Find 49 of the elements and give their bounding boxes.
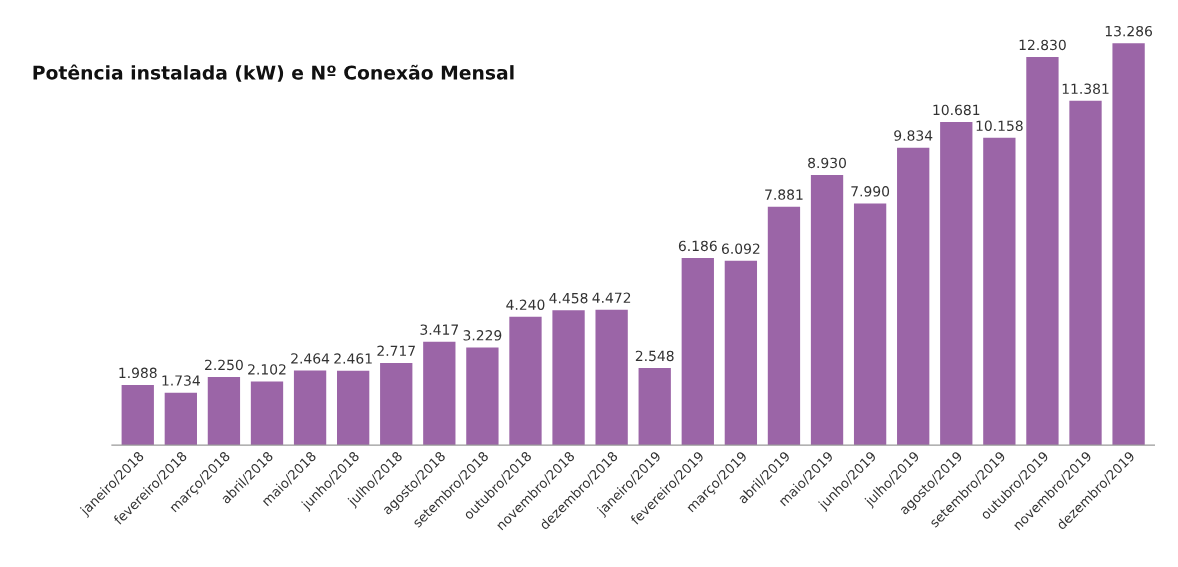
bar <box>250 381 284 446</box>
data-label: 2.250 <box>205 359 243 371</box>
bar <box>509 316 542 446</box>
bar <box>810 174 844 446</box>
data-label: 4.458 <box>549 292 588 304</box>
data-label: 7.881 <box>765 189 803 200</box>
bar <box>897 147 930 446</box>
bar <box>595 309 628 446</box>
data-label: 1.988 <box>119 367 157 379</box>
data-label: 3.417 <box>420 324 459 335</box>
bar <box>681 257 714 446</box>
bar <box>164 392 197 446</box>
data-label: 13.286 <box>1105 25 1153 37</box>
bar <box>293 370 327 446</box>
data-label: 7.990 <box>851 186 890 197</box>
data-label: 4.472 <box>592 292 631 303</box>
data-label: 6.092 <box>721 243 760 254</box>
data-label: 11.381 <box>1062 83 1109 94</box>
data-label: 8.930 <box>808 157 846 169</box>
data-label: 1.734 <box>162 375 200 386</box>
bar <box>940 122 973 446</box>
data-label: 2.464 <box>291 353 330 364</box>
bar <box>121 384 154 446</box>
bar <box>767 206 801 446</box>
bar <box>638 368 671 446</box>
data-label: 6.186 <box>678 240 717 252</box>
data-label: 3.229 <box>463 330 502 341</box>
bar <box>380 362 413 446</box>
bar <box>552 310 585 446</box>
bar <box>1112 43 1145 446</box>
bar <box>337 370 370 446</box>
data-label: 2.717 <box>377 345 415 356</box>
bar <box>724 260 758 446</box>
bar <box>466 347 499 446</box>
bar <box>983 137 1016 446</box>
data-label: 4.240 <box>506 299 545 310</box>
bar <box>1026 57 1059 446</box>
data-label: 2.461 <box>334 353 372 364</box>
bar <box>853 203 887 446</box>
data-label: 2.548 <box>635 350 674 362</box>
data-label: 12.830 <box>1019 39 1066 51</box>
text: Potência instalada (kW) e Nº Conexão Mensal <box>33 64 514 82</box>
data-label: 2.102 <box>248 364 286 375</box>
data-label: 10.681 <box>933 104 980 116</box>
bar <box>1069 100 1102 446</box>
data-label: 10.158 <box>976 120 1023 131</box>
bar <box>423 341 456 446</box>
bar <box>207 377 241 446</box>
data-label: 9.834 <box>894 130 933 141</box>
